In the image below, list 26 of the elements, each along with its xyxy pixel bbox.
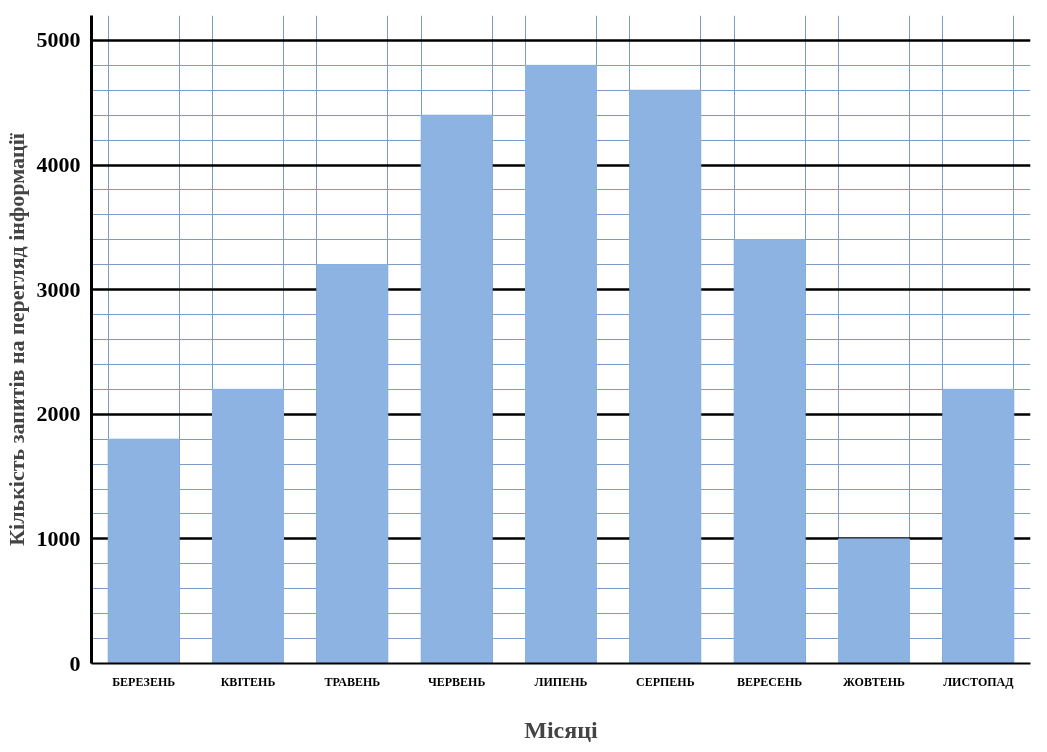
x-tick-label: СЕРПЕНЬ [636, 674, 695, 689]
y-axis-title: Кількість запитів на перегляд інформації [3, 132, 29, 546]
bar [525, 64, 597, 664]
bar [107, 438, 180, 664]
bar [838, 538, 910, 664]
x-axis-title: Місяці [524, 716, 599, 743]
x-tick-label: ЛИПЕНЬ [534, 674, 588, 689]
y-tick-label: 2000 [36, 401, 81, 427]
y-tick-label: 1000 [36, 525, 81, 551]
y-tick-label: 0 [69, 650, 81, 676]
y-tick-label: 5000 [36, 27, 81, 53]
x-tick-label: ЖОВТЕНЬ [842, 674, 906, 689]
bar [316, 264, 389, 664]
x-tick-label: ВЕРЕСЕНЬ [737, 674, 803, 689]
y-tick-label: 3000 [36, 276, 81, 302]
bar [629, 89, 702, 664]
x-tick-label: БЕРЕЗЕНЬ [112, 674, 176, 689]
x-tick-label: КВІТЕНЬ [220, 674, 276, 689]
bar [420, 114, 493, 664]
x-tick-label: ЧЕРВЕНЬ [427, 674, 486, 689]
x-tick-label: ТРАВЕНЬ [324, 674, 381, 689]
x-tick-label: ЛИСТОПАД [943, 674, 1015, 689]
bar [733, 239, 806, 664]
bar [212, 388, 284, 664]
bar [942, 388, 1015, 664]
y-tick-label: 4000 [36, 152, 81, 178]
